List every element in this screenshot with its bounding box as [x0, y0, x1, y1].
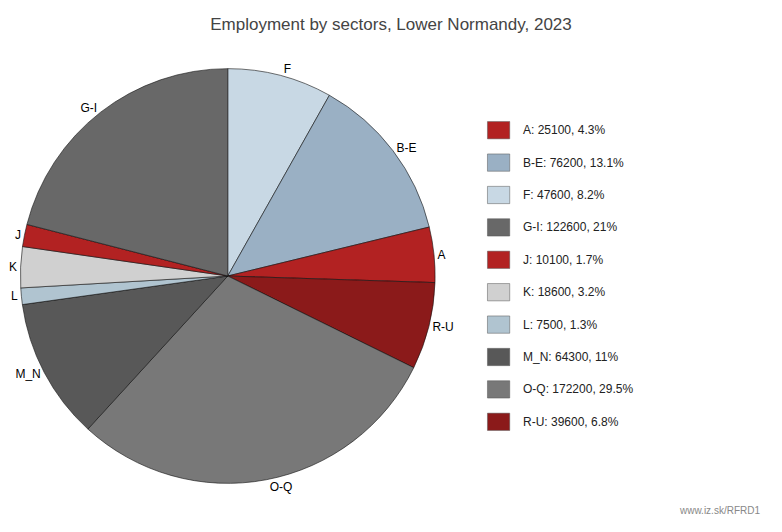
svg-text:L: L [11, 289, 18, 303]
svg-text:J: J [15, 228, 21, 242]
svg-text:B-E: B-E [397, 141, 417, 155]
svg-text:M_N: 64300, 11%: M_N: 64300, 11% [523, 350, 618, 364]
svg-text:F: F [284, 62, 291, 76]
svg-text:K: K [9, 260, 17, 274]
svg-text:B-E: 76200, 13.1%: B-E: 76200, 13.1% [523, 156, 624, 170]
svg-text:F: 47600, 8.2%: F: 47600, 8.2% [523, 188, 605, 202]
svg-text:Employment by sectors, Lower N: Employment by sectors, Lower Normandy, 2… [210, 15, 572, 34]
svg-text:A: A [438, 248, 446, 262]
svg-text:www.iz.sk/RFRD1: www.iz.sk/RFRD1 [679, 505, 760, 516]
svg-text:R-U: R-U [432, 320, 453, 334]
svg-text:J: 10100, 1.7%: J: 10100, 1.7% [523, 253, 603, 267]
svg-text:G-I: 122600, 21%: G-I: 122600, 21% [523, 220, 617, 234]
svg-text:O-Q: 172200, 29.5%: O-Q: 172200, 29.5% [523, 382, 633, 396]
svg-text:O-Q: O-Q [270, 480, 293, 494]
svg-text:M_N: M_N [15, 367, 40, 381]
svg-text:A: 25100, 4.3%: A: 25100, 4.3% [523, 123, 605, 137]
svg-text:R-U: 39600, 6.8%: R-U: 39600, 6.8% [523, 415, 619, 429]
svg-text:L: 7500, 1.3%: L: 7500, 1.3% [523, 318, 597, 332]
svg-text:G-I: G-I [80, 101, 97, 115]
svg-text:K: 18600, 3.2%: K: 18600, 3.2% [523, 285, 605, 299]
